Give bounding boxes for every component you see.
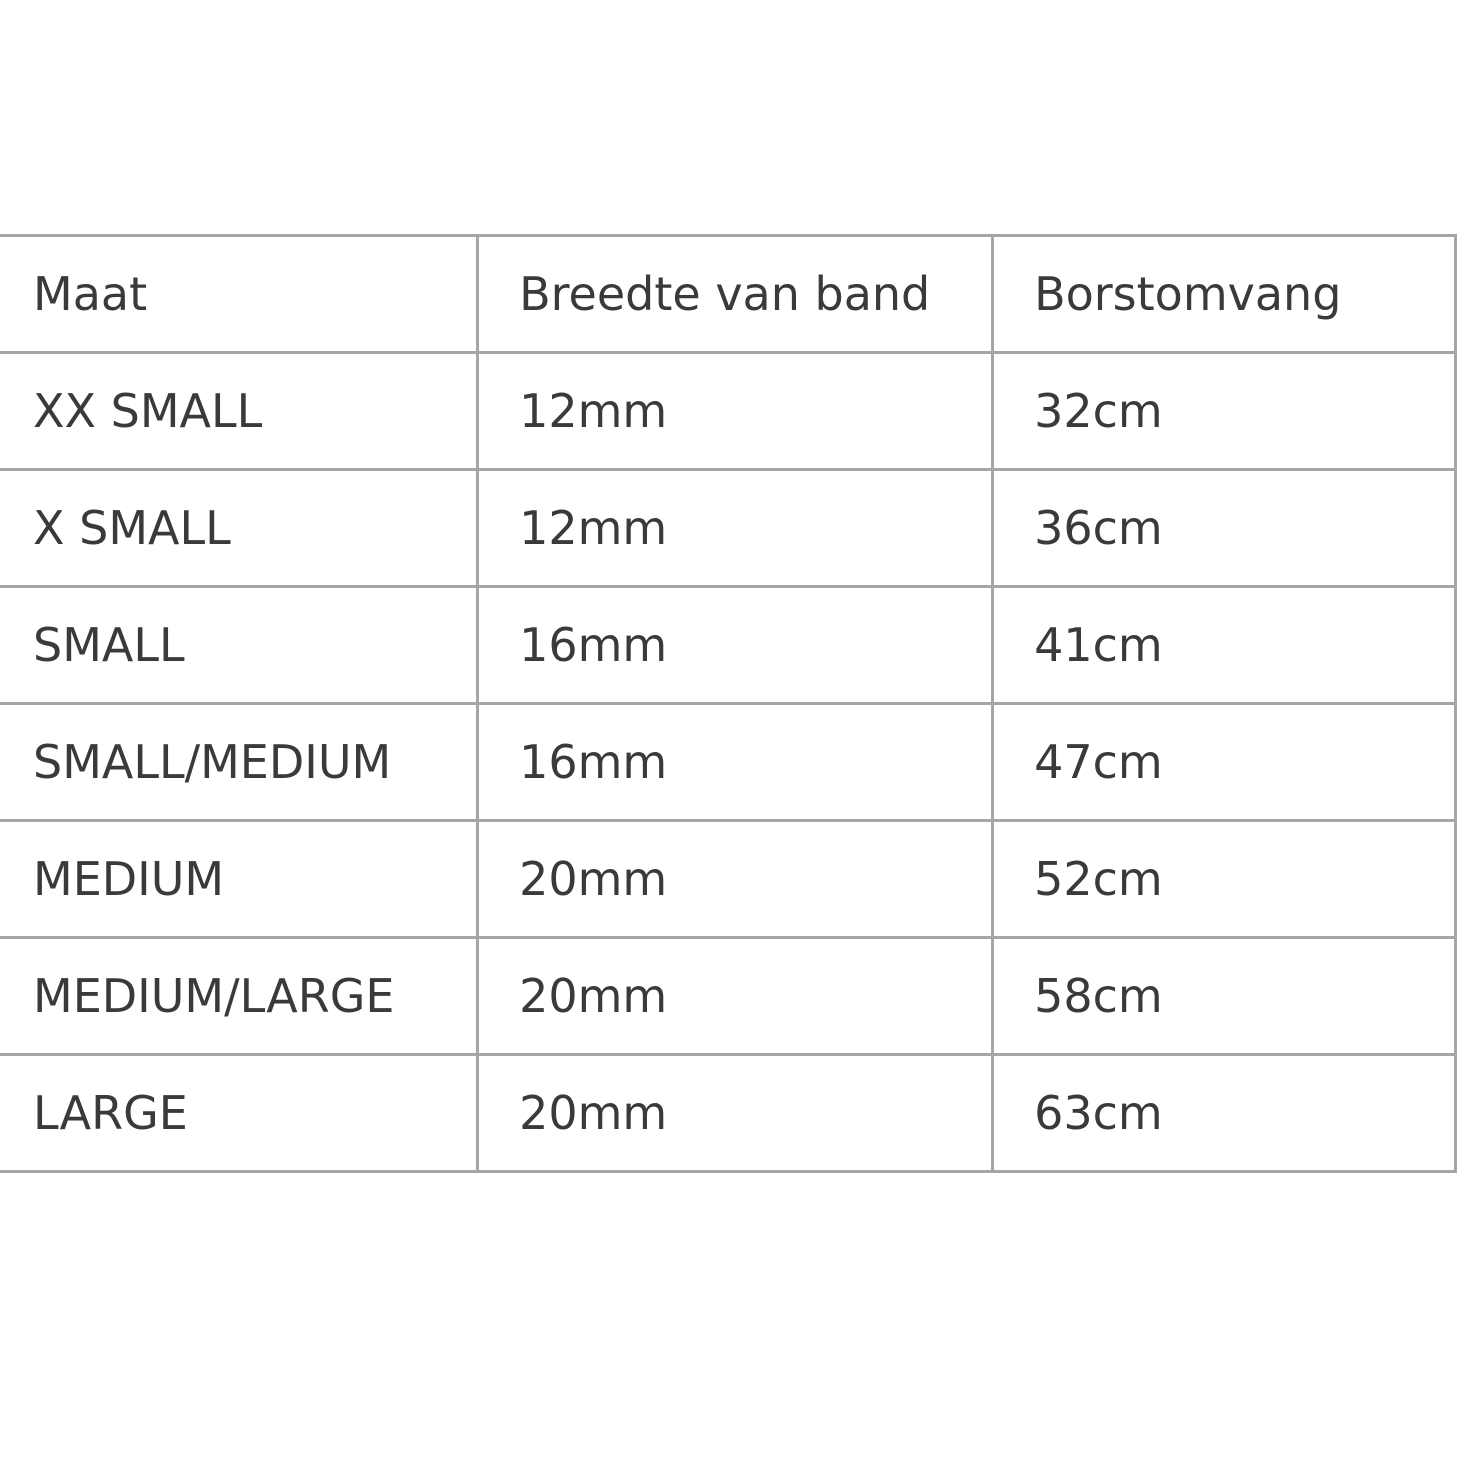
chest-cell: 32cm (991, 351, 1457, 471)
chest-cell: 58cm (991, 936, 1457, 1056)
size-cell: SMALL/MEDIUM (0, 702, 480, 822)
header-borstomvang: Borstomvang (991, 234, 1457, 354)
size-cell: MEDIUM/LARGE (0, 936, 480, 1056)
size-cell: SMALL (0, 585, 480, 705)
chest-cell: 41cm (991, 585, 1457, 705)
header-breedte: Breedte van band (476, 234, 995, 354)
band-width-cell: 12mm (476, 351, 995, 471)
band-width-cell: 12mm (476, 468, 995, 588)
table-row: X SMALL 12mm 36cm (0, 468, 1457, 588)
size-cell: LARGE (0, 1053, 480, 1173)
chest-cell: 52cm (991, 819, 1457, 939)
table-row: MEDIUM 20mm 52cm (0, 819, 1457, 939)
header-maat: Maat (0, 234, 480, 354)
table-row: XX SMALL 12mm 32cm (0, 351, 1457, 471)
size-table: Maat Breedte van band Borstomvang XX SMA… (0, 234, 1457, 1173)
size-cell: XX SMALL (0, 351, 480, 471)
band-width-cell: 16mm (476, 702, 995, 822)
chest-cell: 36cm (991, 468, 1457, 588)
table-row: LARGE 20mm 63cm (0, 1053, 1457, 1173)
band-width-cell: 20mm (476, 819, 995, 939)
table-row: SMALL/MEDIUM 16mm 47cm (0, 702, 1457, 822)
band-width-cell: 20mm (476, 936, 995, 1056)
band-width-cell: 16mm (476, 585, 995, 705)
band-width-cell: 20mm (476, 1053, 995, 1173)
table-row: SMALL 16mm 41cm (0, 585, 1457, 705)
chest-cell: 47cm (991, 702, 1457, 822)
size-cell: MEDIUM (0, 819, 480, 939)
table-row: MEDIUM/LARGE 20mm 58cm (0, 936, 1457, 1056)
chest-cell: 63cm (991, 1053, 1457, 1173)
table-header-row: Maat Breedte van band Borstomvang (0, 234, 1457, 354)
size-cell: X SMALL (0, 468, 480, 588)
